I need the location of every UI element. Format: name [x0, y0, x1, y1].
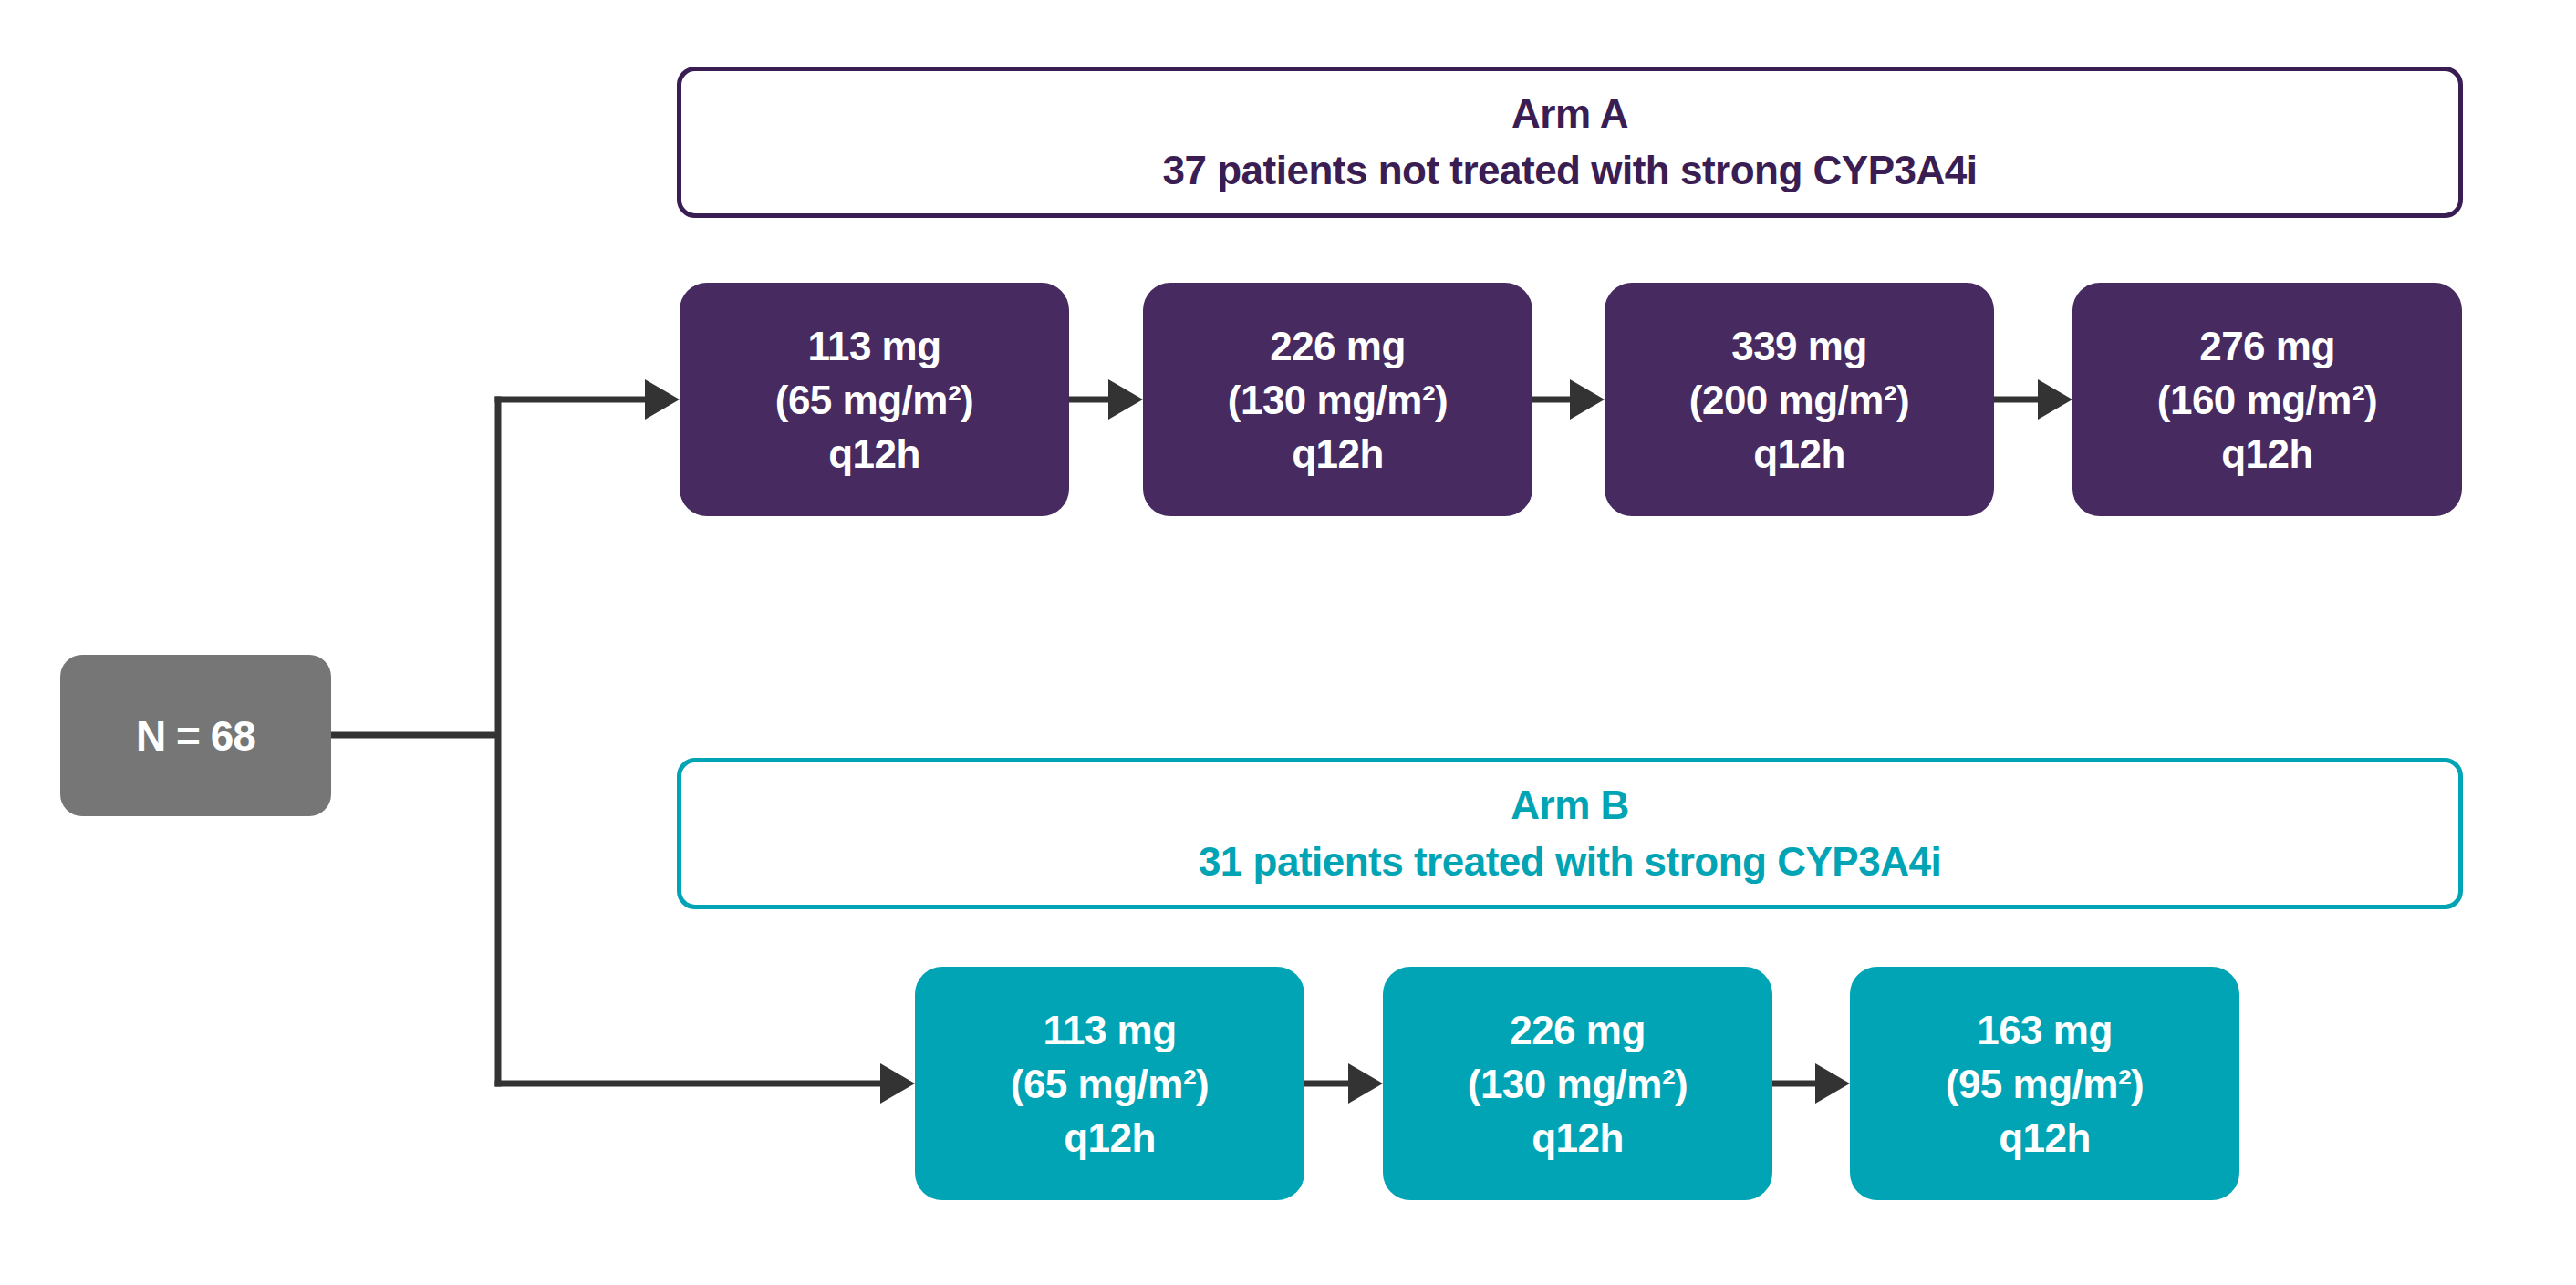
dose-schedule: q12h [1999, 1111, 2091, 1165]
dose-per-bsa: (130 mg/m²) [1468, 1057, 1688, 1111]
dose-schedule: q12h [2221, 427, 2313, 481]
arm-a-dose-3: 339 mg (200 mg/m²) q12h [1605, 283, 1994, 516]
arm-b-arrow-1-head [1348, 1063, 1383, 1104]
arm-a-arrow-3-head [2038, 379, 2072, 420]
dose-amount: 113 mg [1043, 1003, 1176, 1057]
arm-a-dose-2: 226 mg (130 mg/m²) q12h [1143, 283, 1532, 516]
arm-b-feed-arrowhead [880, 1063, 915, 1104]
dose-schedule: q12h [1532, 1111, 1624, 1165]
arm-b-title: Arm B [1511, 777, 1629, 834]
dose-amount: 339 mg [1731, 319, 1867, 373]
dose-per-bsa: (130 mg/m²) [1228, 373, 1448, 427]
dose-amount: 226 mg [1270, 319, 1406, 373]
arm-b-arrow-2-head [1815, 1063, 1850, 1104]
dose-amount: 113 mg [807, 319, 940, 373]
arm-a-dose-1: 113 mg (65 mg/m²) q12h [680, 283, 1069, 516]
arm-b-dose-3: 163 mg (95 mg/m²) q12h [1850, 967, 2239, 1200]
dose-per-bsa: (95 mg/m²) [1946, 1057, 2144, 1111]
arm-b-subtitle: 31 patients treated with strong CYP3A4i [1199, 834, 1941, 890]
dose-per-bsa: (200 mg/m²) [1689, 373, 1909, 427]
total-patients-box: N = 68 [60, 655, 331, 816]
arm-a-dose-4: 276 mg (160 mg/m²) q12h [2072, 283, 2462, 516]
dose-per-bsa: (65 mg/m²) [1011, 1057, 1209, 1111]
dose-amount: 226 mg [1510, 1003, 1646, 1057]
arm-a-arrow-2-head [1570, 379, 1605, 420]
dose-per-bsa: (65 mg/m²) [775, 373, 973, 427]
arm-a-title: Arm A [1511, 86, 1628, 142]
dose-amount: 276 mg [2199, 319, 2335, 373]
arm-a-subtitle: 37 patients not treated with strong CYP3… [1163, 142, 1978, 199]
arm-b-dose-1: 113 mg (65 mg/m²) q12h [915, 967, 1304, 1200]
total-patients-label: N = 68 [136, 711, 255, 761]
dose-schedule: q12h [1292, 427, 1384, 481]
dose-schedule: q12h [1753, 427, 1845, 481]
arm-a-header: Arm A 37 patients not treated with stron… [677, 67, 2463, 218]
dose-per-bsa: (160 mg/m²) [2157, 373, 2377, 427]
arm-b-dose-2: 226 mg (130 mg/m²) q12h [1383, 967, 1772, 1200]
dose-amount: 163 mg [1977, 1003, 2113, 1057]
arm-a-arrow-1-head [1108, 379, 1143, 420]
dose-escalation-diagram: N = 68 Arm A 37 patients not treated wit… [0, 0, 2576, 1285]
arm-a-feed-arrowhead [645, 379, 680, 420]
arm-b-header: Arm B 31 patients treated with strong CY… [677, 758, 2463, 909]
dose-schedule: q12h [1064, 1111, 1156, 1165]
dose-schedule: q12h [828, 427, 920, 481]
